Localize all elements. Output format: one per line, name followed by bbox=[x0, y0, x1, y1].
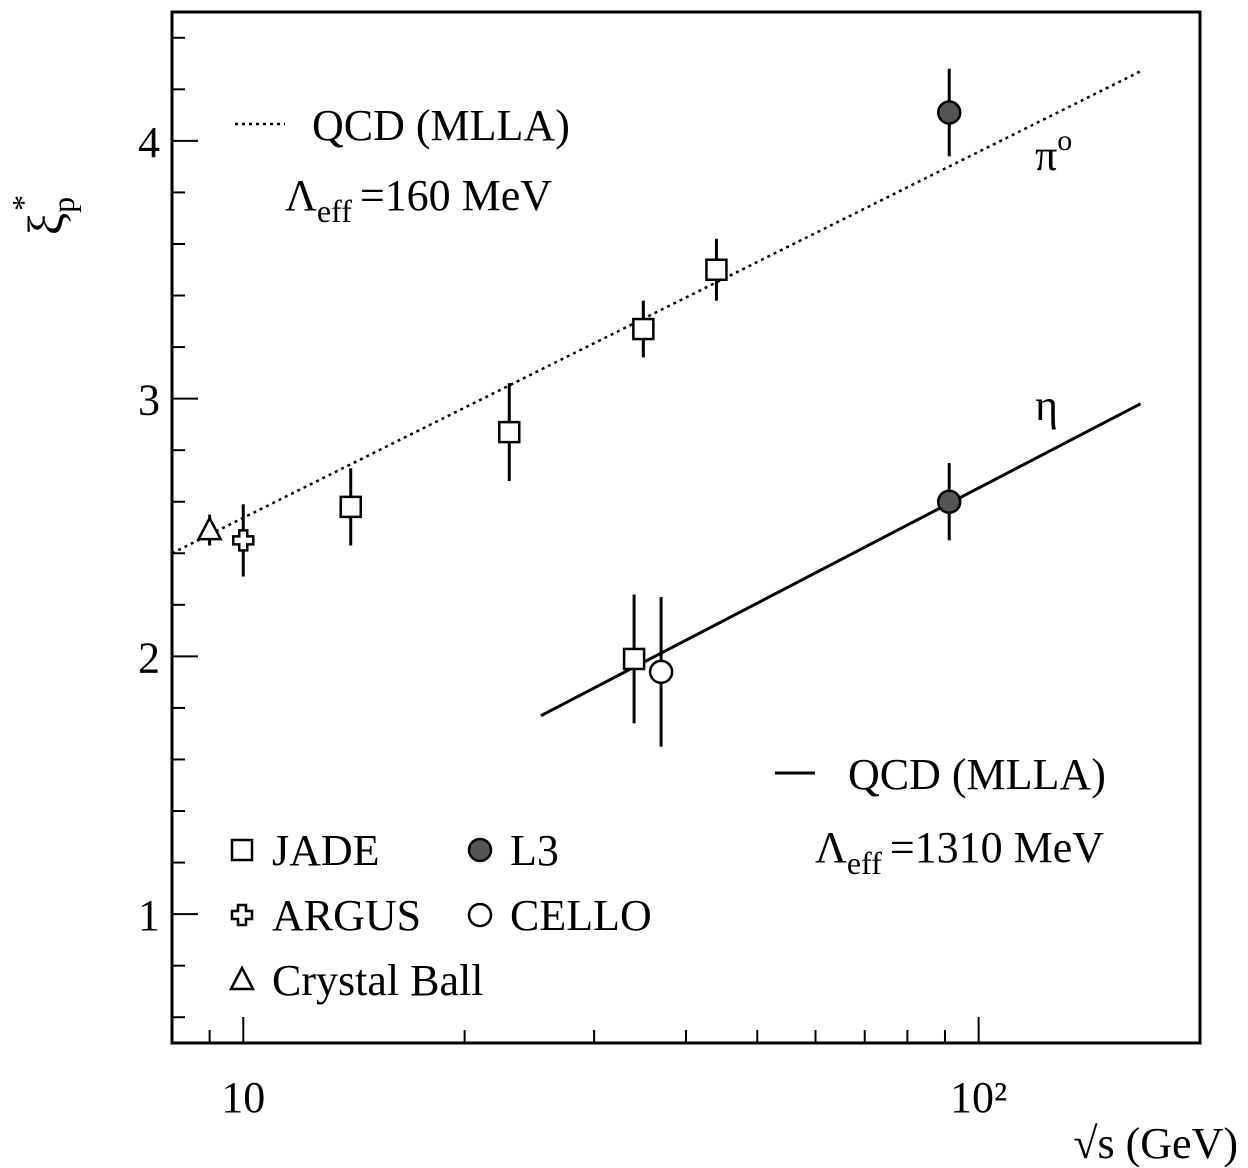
particle-symbol: η bbox=[1035, 381, 1058, 430]
particle-sup: o bbox=[1057, 124, 1072, 157]
legend-label: CELLO bbox=[510, 891, 652, 940]
marker-square bbox=[622, 647, 646, 671]
particle-label: η bbox=[1035, 381, 1058, 430]
y-label-symbol: ξ bbox=[17, 213, 73, 235]
marker-square bbox=[632, 317, 655, 341]
x-tick-label: 10 bbox=[221, 1073, 265, 1122]
marker-circle bbox=[467, 837, 493, 863]
marker-triangle bbox=[196, 515, 223, 541]
particle-label: πo bbox=[1035, 124, 1072, 180]
y-label-sub: p bbox=[45, 197, 81, 213]
marker-cross bbox=[232, 529, 255, 552]
particle-symbol: π bbox=[1035, 131, 1057, 180]
marker-cross bbox=[230, 903, 254, 927]
marker-square bbox=[498, 420, 521, 444]
marker-circle bbox=[936, 100, 962, 125]
fit-lambda: Λeff =160 MeV bbox=[285, 171, 552, 229]
legend-label: JADE bbox=[272, 826, 380, 875]
x-tick-label: 10² bbox=[950, 1073, 1007, 1122]
y-tick-label: 3 bbox=[138, 376, 160, 425]
fit-line bbox=[171, 70, 1142, 555]
legend-label: ARGUS bbox=[272, 891, 421, 940]
y-tick-label: 1 bbox=[138, 891, 160, 940]
marker-circle bbox=[936, 489, 962, 514]
marker-circle bbox=[648, 659, 674, 685]
lambda-text: =1310 MeV bbox=[890, 823, 1104, 872]
lambda-symbol: Λ bbox=[815, 823, 847, 872]
y-tick-label: 4 bbox=[138, 118, 160, 167]
lambda-sub: eff bbox=[317, 193, 352, 229]
marker-square bbox=[705, 258, 728, 281]
x-axis-label: √s (GeV) bbox=[1073, 1119, 1238, 1168]
y-tick-label: 2 bbox=[138, 633, 160, 682]
y-axis-label: ξp* bbox=[5, 195, 81, 235]
lambda-text: =160 MeV bbox=[360, 171, 552, 220]
lambda-sub: eff bbox=[847, 845, 882, 881]
legend-label: Crystal Ball bbox=[272, 956, 483, 1005]
fit-lambda: Λeff =1310 MeV bbox=[815, 823, 1104, 881]
marker-square bbox=[230, 838, 254, 862]
marker-circle bbox=[467, 902, 493, 928]
marker-square bbox=[339, 495, 362, 519]
legend-label: L3 bbox=[510, 826, 559, 875]
y-label-sup: * bbox=[5, 195, 41, 211]
fit-label: QCD (MLLA) bbox=[312, 101, 570, 150]
lambda-symbol: Λ bbox=[285, 171, 317, 220]
fit-label: QCD (MLLA) bbox=[848, 750, 1106, 799]
marker-triangle bbox=[228, 965, 256, 991]
